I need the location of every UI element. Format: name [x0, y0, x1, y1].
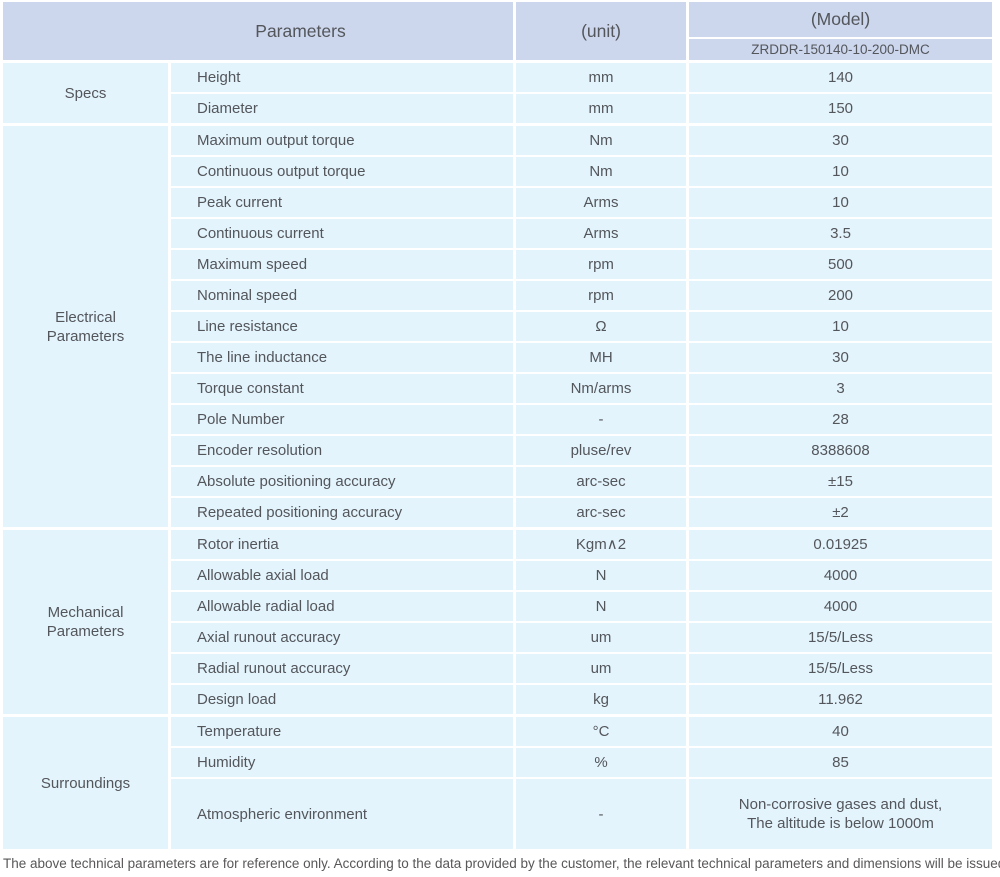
unit-cell: - — [516, 779, 686, 849]
unit-cell: Arms — [516, 219, 686, 248]
unit-cell: N — [516, 592, 686, 621]
value-cell: 150 — [689, 94, 992, 123]
header-model-number: ZRDDR-150140-10-200-DMC — [689, 39, 992, 60]
unit-cell: pluse/rev — [516, 436, 686, 465]
table-body: Specs Height mm 140 Diameter mm 150 Electrical … — [3, 63, 997, 849]
group-specs: Specs Height mm 140 Diameter mm 150 — [3, 63, 997, 123]
unit-cell: MH — [516, 343, 686, 372]
param-name-cell: Line resistance — [171, 312, 513, 341]
unit-cell: kg — [516, 685, 686, 714]
value-cell: ±15 — [689, 467, 992, 496]
param-name-cell: Repeated positioning accuracy — [171, 498, 513, 527]
param-name-cell: Pole Number — [171, 405, 513, 434]
unit-cell: Nm/arms — [516, 374, 686, 403]
value-cell: 4000 — [689, 592, 992, 621]
param-name-cell: Maximum output torque — [171, 126, 513, 155]
header-model: (Model) ZRDDR-150140-10-200-DMC — [689, 2, 992, 60]
unit-cell: rpm — [516, 281, 686, 310]
header-unit: (unit) — [516, 2, 686, 60]
unit-cell: mm — [516, 94, 686, 123]
param-name-cell: Peak current — [171, 188, 513, 217]
unit-cell: Nm — [516, 157, 686, 186]
value-cell: 11.962 — [689, 685, 992, 714]
value-cell: 10 — [689, 188, 992, 217]
unit-cell: arc-sec — [516, 498, 686, 527]
table-header: Parameters (unit) (Model) ZRDDR-150140-1… — [3, 2, 997, 60]
value-cell: 200 — [689, 281, 992, 310]
unit-cell: um — [516, 654, 686, 683]
param-name-cell: Nominal speed — [171, 281, 513, 310]
param-name-cell: Absolute positioning accuracy — [171, 467, 513, 496]
value-cell: 30 — [689, 343, 992, 372]
unit-cell: Ω — [516, 312, 686, 341]
param-name-cell: Allowable radial load — [171, 592, 513, 621]
value-cell: 8388608 — [689, 436, 992, 465]
unit-cell: Nm — [516, 126, 686, 155]
unit-cell: mm — [516, 63, 686, 92]
param-name-cell: Encoder resolution — [171, 436, 513, 465]
unit-cell: N — [516, 561, 686, 590]
value-cell: 28 — [689, 405, 992, 434]
header-parameters: Parameters — [3, 2, 513, 60]
group-label: Surroundings — [3, 717, 168, 849]
group-surroundings: Surroundings Temperature °C 40 Humidity% 85 At… — [3, 717, 997, 849]
value-cell: 3.5 — [689, 219, 992, 248]
footer-note: The above technical parameters are for r… — [3, 856, 1000, 871]
param-name-cell: The line inductance — [171, 343, 513, 372]
value-cell: Non-corrosive gases and dust, The altitu… — [689, 779, 992, 849]
unit-cell: % — [516, 748, 686, 777]
unit-cell: - — [516, 405, 686, 434]
param-name-cell: Maximum speed — [171, 250, 513, 279]
value-cell: 40 — [689, 717, 992, 746]
spec-table: Parameters (unit) (Model) ZRDDR-150140-1… — [3, 2, 997, 849]
value-cell: 15/5/Less — [689, 623, 992, 652]
param-name-cell: Humidity — [171, 748, 513, 777]
value-cell: ±2 — [689, 498, 992, 527]
group-electrical-parameters: Electrical Parameters Maximum output torq… — [3, 126, 997, 527]
unit-cell: °C — [516, 717, 686, 746]
group-label: Mechanical Parameters — [3, 530, 168, 714]
unit-cell: Arms — [516, 188, 686, 217]
value-cell: 3 — [689, 374, 992, 403]
value-cell: 10 — [689, 312, 992, 341]
value-cell: 500 — [689, 250, 992, 279]
group-label: Electrical Parameters — [3, 126, 168, 527]
param-name-cell: Height — [171, 63, 513, 92]
param-name-cell: Radial runout accuracy — [171, 654, 513, 683]
param-name-cell: Continuous output torque — [171, 157, 513, 186]
unit-cell: Kgm∧2 — [516, 530, 686, 559]
group-mechanical-parameters: Mechanical Parameters Rotor inertia Kgm∧2 0… — [3, 530, 997, 714]
value-cell: 10 — [689, 157, 992, 186]
param-name-cell: Allowable axial load — [171, 561, 513, 590]
value-cell: 15/5/Less — [689, 654, 992, 683]
param-name-cell: Diameter — [171, 94, 513, 123]
param-name-cell: Temperature — [171, 717, 513, 746]
param-name-cell: Torque constant — [171, 374, 513, 403]
unit-cell: rpm — [516, 250, 686, 279]
value-cell: 140 — [689, 63, 992, 92]
value-cell: 0.01925 — [689, 530, 992, 559]
value-cell: 4000 — [689, 561, 992, 590]
unit-cell: arc-sec — [516, 467, 686, 496]
value-cell: 85 — [689, 748, 992, 777]
param-name-cell: Rotor inertia — [171, 530, 513, 559]
param-name-cell: Continuous current — [171, 219, 513, 248]
value-cell: 30 — [689, 126, 992, 155]
header-model-label: (Model) — [689, 2, 992, 39]
param-name-cell: Design load — [171, 685, 513, 714]
param-name-cell: Atmospheric environment — [171, 779, 513, 849]
unit-cell: um — [516, 623, 686, 652]
group-label: Specs — [3, 63, 168, 123]
param-name-cell: Axial runout accuracy — [171, 623, 513, 652]
